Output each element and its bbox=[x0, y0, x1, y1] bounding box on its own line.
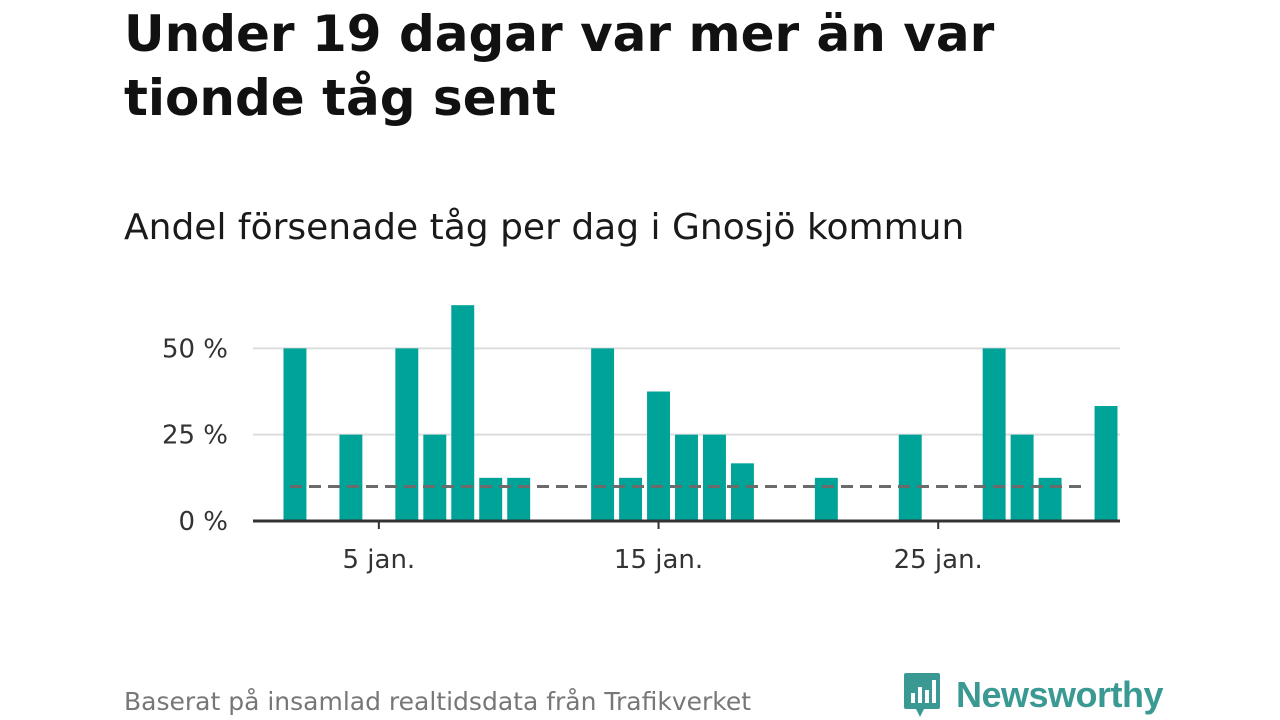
bar bbox=[395, 348, 419, 521]
y-tick-label: 50 % bbox=[162, 334, 228, 364]
source-note: Baserat på insamlad realtidsdata från Tr… bbox=[124, 687, 752, 716]
y-tick-label: 0 % bbox=[178, 507, 228, 537]
bar bbox=[730, 463, 754, 521]
newsworthy-logo: Newsworthy bbox=[902, 670, 1164, 720]
bar bbox=[479, 477, 503, 521]
tick-labels: 0 % 25 % 50 % 5 jan. 15 jan. 25 jan. bbox=[162, 334, 983, 575]
bar bbox=[982, 348, 1006, 521]
bar bbox=[339, 434, 363, 521]
bar bbox=[423, 434, 447, 521]
bars bbox=[283, 305, 1118, 521]
bar-chart: 0 % 25 % 50 % 5 jan. 15 jan. 25 jan. bbox=[162, 305, 1120, 575]
x-tick-label: 5 jan. bbox=[342, 545, 415, 575]
y-tick-label: 25 % bbox=[162, 421, 228, 451]
bar bbox=[898, 434, 922, 521]
chart-subtitle: Andel försenade tåg per dag i Gnosjö kom… bbox=[124, 207, 965, 248]
bar bbox=[507, 477, 531, 521]
chart-title: Under 19 dagar var mer än var tionde tåg… bbox=[124, 5, 995, 127]
x-tick-label: 25 jan. bbox=[894, 545, 983, 575]
bar bbox=[619, 477, 643, 521]
bar bbox=[1094, 406, 1118, 521]
x-tick-label: 15 jan. bbox=[614, 545, 703, 575]
bar bbox=[675, 434, 698, 521]
x-axis bbox=[253, 519, 1120, 529]
bar bbox=[703, 434, 726, 521]
bar bbox=[647, 391, 670, 521]
bar bbox=[1010, 434, 1034, 521]
newsworthy-logo-text: Newsworthy bbox=[956, 674, 1164, 715]
bar bbox=[283, 348, 307, 521]
bar bbox=[591, 348, 615, 521]
bar bbox=[814, 477, 838, 521]
bar bbox=[1038, 477, 1062, 521]
newsworthy-logo-icon bbox=[904, 673, 940, 717]
bar bbox=[451, 305, 475, 521]
